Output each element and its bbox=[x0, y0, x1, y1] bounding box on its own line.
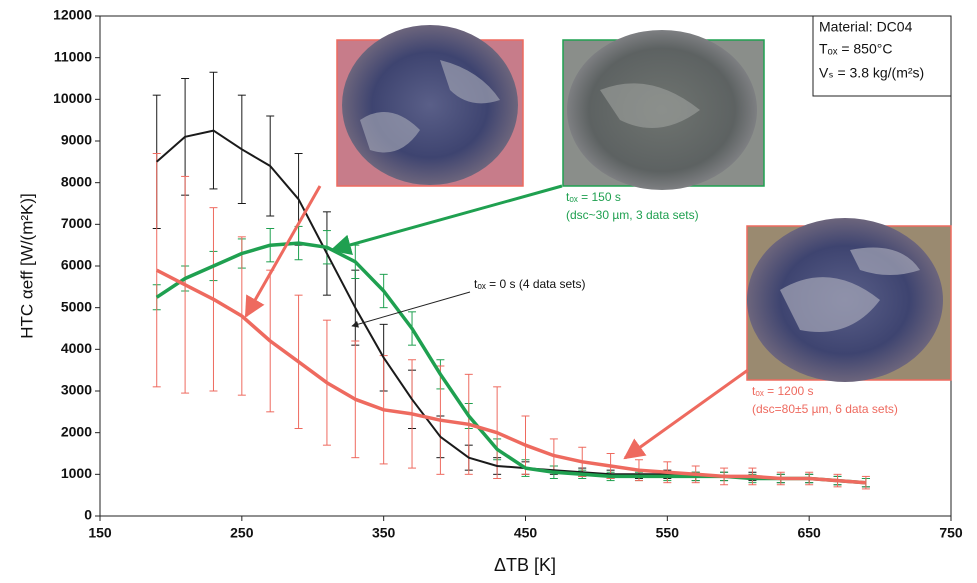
y-tick-label: 7000 bbox=[61, 215, 92, 231]
y-tick-label: 10000 bbox=[53, 90, 92, 106]
annotation: (dsc~30 µm, 3 data sets) bbox=[566, 208, 699, 222]
y-tick-label: 11000 bbox=[54, 48, 92, 64]
y-tick-label: 2000 bbox=[61, 423, 92, 439]
arrow bbox=[623, 368, 749, 460]
info-text: Tₒₓ = 850°C bbox=[819, 41, 892, 57]
photo-1200s bbox=[336, 25, 524, 187]
photo-150s bbox=[562, 30, 765, 190]
arrow bbox=[351, 291, 471, 328]
y-tick-label: 8000 bbox=[61, 173, 92, 189]
x-tick-label: 550 bbox=[656, 525, 680, 541]
y-tick-label: 0 bbox=[84, 507, 92, 523]
y-tick-label: 3000 bbox=[61, 382, 92, 398]
y-tick-label: 1000 bbox=[61, 465, 92, 481]
annotation: tₒₓ = 150 s bbox=[566, 190, 621, 204]
info-text: Material: DC04 bbox=[819, 19, 913, 35]
arrow bbox=[329, 184, 563, 256]
info-box bbox=[812, 15, 952, 97]
y-tick-label: 6000 bbox=[61, 257, 92, 273]
annotation: tₒₓ = 1200 s bbox=[752, 384, 814, 398]
x-tick-label: 650 bbox=[797, 525, 821, 541]
x-tick-label: 150 bbox=[88, 525, 112, 541]
series-line bbox=[155, 268, 867, 485]
y-tick-label: 5000 bbox=[61, 298, 92, 314]
x-tick-label: 750 bbox=[939, 525, 963, 541]
annotation: tₒₓ = 0 s (4 data sets) bbox=[474, 277, 586, 291]
y-tick-label: 12000 bbox=[53, 7, 92, 23]
x-tick-label: 350 bbox=[372, 525, 396, 541]
x-tick-label: 250 bbox=[230, 525, 254, 541]
x-tick-label: 450 bbox=[514, 525, 538, 541]
annotation: (dsc=80±5 µm, 6 data sets) bbox=[752, 402, 898, 416]
photo-0s bbox=[746, 218, 952, 382]
x-axis-label: ΔTB [K] bbox=[494, 555, 556, 575]
y-tick-label: 4000 bbox=[61, 340, 92, 356]
info-text: Vₛ = 3.8 kg/(m²s) bbox=[819, 65, 924, 81]
arrow bbox=[244, 185, 322, 318]
y-axis-label: HTC αeff [W/(m²K)] bbox=[17, 193, 36, 339]
y-tick-label: 9000 bbox=[61, 132, 92, 148]
